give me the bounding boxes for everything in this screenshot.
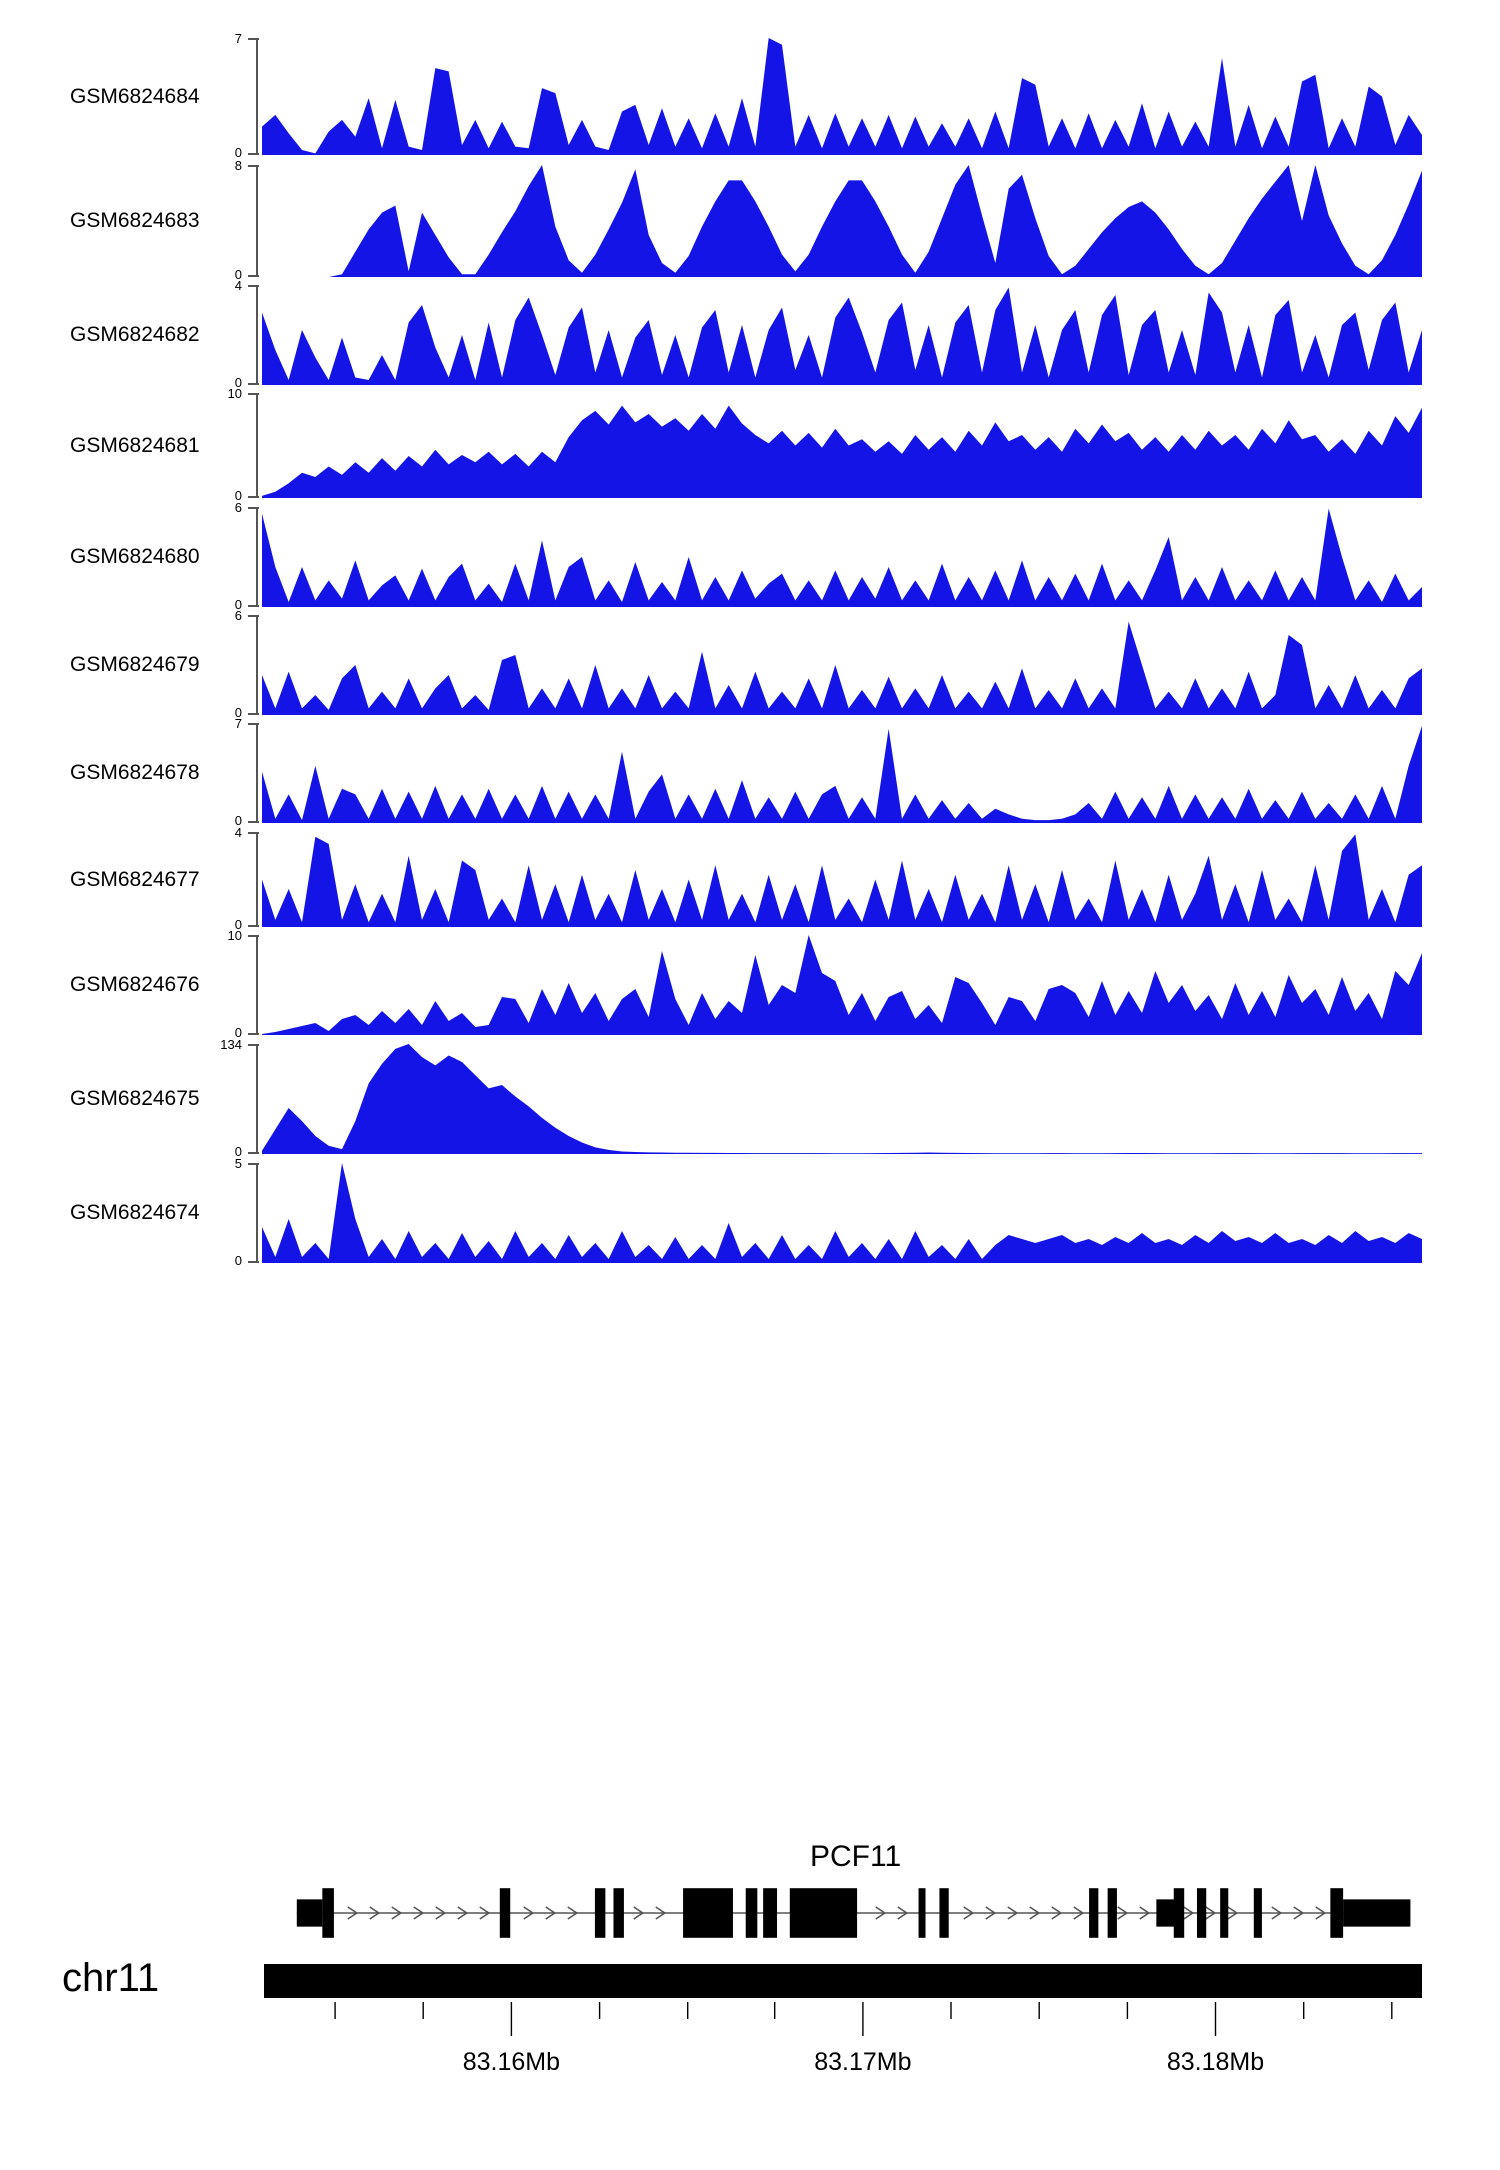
y-axis-top-tick: [248, 935, 259, 937]
coordinate-tick-label: 83.17Mb: [814, 2048, 912, 2076]
y-axis-max-label: 6: [234, 500, 242, 515]
y-axis-top-tick: [248, 832, 259, 834]
coverage-track: GSM6824675 134 0: [0, 1038, 1500, 1158]
y-axis-min-label: 0: [234, 488, 242, 503]
coverage-track: GSM6824676 10 0: [0, 929, 1500, 1039]
coverage-area-plot: [262, 285, 1422, 385]
coverage-area-plot: [262, 723, 1422, 823]
track-sample-label: GSM6824680: [70, 545, 200, 568]
y-axis-bottom-tick: [248, 1033, 259, 1035]
y-axis-top-tick: [248, 38, 259, 40]
y-axis-bottom-tick: [248, 383, 259, 385]
track-y-axis-line: [256, 165, 258, 277]
y-axis-bottom-tick: [248, 496, 259, 498]
gene-model-diagram: [262, 1882, 1422, 1944]
y-axis-max-label: 10: [227, 928, 242, 943]
y-axis-top-tick: [248, 507, 259, 509]
y-axis-min-label: 0: [234, 705, 242, 720]
y-axis-top-tick: [248, 393, 259, 395]
coverage-area-plot: [262, 38, 1422, 155]
coverage-area-plot: [262, 165, 1422, 277]
coverage-track: GSM6824674 5 0: [0, 1157, 1500, 1267]
y-axis-min-label: 0: [234, 145, 242, 160]
y-axis-min-label: 0: [234, 375, 242, 390]
y-axis-max-label: 134: [220, 1037, 242, 1052]
y-axis-max-label: 8: [234, 158, 242, 173]
y-axis-bottom-tick: [248, 821, 259, 823]
chromosome-bar: [264, 1964, 1422, 1998]
genomic-coordinate-axis: 83.16Mb 83.17Mb 83.18Mb: [262, 2002, 1422, 2122]
y-axis-bottom-tick: [248, 713, 259, 715]
y-axis-bottom-tick: [248, 1152, 259, 1154]
coverage-track: GSM6824683 8 0: [0, 159, 1500, 281]
y-axis-top-tick: [248, 165, 259, 167]
coverage-area-plot: [262, 1044, 1422, 1154]
y-axis-max-label: 4: [234, 278, 242, 293]
y-axis-max-label: 5: [234, 1156, 242, 1171]
y-axis-min-label: 0: [234, 917, 242, 932]
coverage-track: GSM6824681 10 0: [0, 387, 1500, 502]
coverage-area-plot: [262, 935, 1422, 1035]
track-sample-label: GSM6824676: [70, 973, 200, 996]
chromosome-ideogram-track: chr11: [0, 1956, 1500, 2020]
gene-model-track: PCF11: [0, 1840, 1500, 1950]
coverage-track: GSM6824679 6 0: [0, 609, 1500, 719]
track-y-axis-line: [256, 1163, 258, 1263]
y-axis-bottom-tick: [248, 1261, 259, 1263]
track-y-axis-line: [256, 285, 258, 385]
track-y-axis-line: [256, 935, 258, 1035]
y-axis-top-tick: [248, 1163, 259, 1165]
y-axis-min-label: 0: [234, 1144, 242, 1159]
track-y-axis-line: [256, 615, 258, 715]
y-axis-min-label: 0: [234, 267, 242, 282]
track-y-axis-line: [256, 507, 258, 607]
y-axis-max-label: 6: [234, 608, 242, 623]
y-axis-max-label: 7: [234, 716, 242, 731]
gene-name-label: PCF11: [810, 1840, 902, 1873]
track-sample-label: GSM6824675: [70, 1087, 200, 1110]
y-axis-top-tick: [248, 1044, 259, 1046]
y-axis-max-label: 7: [234, 31, 242, 46]
y-axis-min-label: 0: [234, 1025, 242, 1040]
y-axis-bottom-tick: [248, 605, 259, 607]
y-axis-bottom-tick: [248, 275, 259, 277]
track-y-axis-line: [256, 38, 258, 155]
coverage-track: GSM6824677 4 0: [0, 826, 1500, 931]
y-axis-min-label: 0: [234, 597, 242, 612]
coverage-area-plot: [262, 393, 1422, 498]
coverage-track: GSM6824684 7 0: [0, 32, 1500, 159]
y-axis-top-tick: [248, 615, 259, 617]
coverage-area-plot: [262, 832, 1422, 927]
track-y-axis-line: [256, 832, 258, 927]
track-sample-label: GSM6824678: [70, 761, 200, 784]
chromosome-label: chr11: [62, 1956, 160, 2000]
coverage-track: GSM6824678 7 0: [0, 717, 1500, 827]
track-sample-label: GSM6824681: [70, 433, 200, 457]
track-sample-label: GSM6824674: [70, 1201, 200, 1224]
coordinate-tick-label: 83.16Mb: [462, 2048, 561, 2076]
y-axis-bottom-tick: [248, 925, 259, 927]
y-axis-bottom-tick: [248, 153, 259, 155]
coverage-track: GSM6824682 4 0: [0, 279, 1500, 389]
track-y-axis-line: [256, 393, 258, 498]
track-sample-label: GSM6824684: [70, 84, 200, 108]
track-y-axis-line: [256, 723, 258, 823]
y-axis-top-tick: [248, 723, 259, 725]
coverage-track: GSM6824680 6 0: [0, 501, 1500, 611]
y-axis-max-label: 4: [234, 825, 242, 840]
track-sample-label: GSM6824679: [70, 653, 200, 676]
track-y-axis-line: [256, 1044, 258, 1154]
coverage-area-plot: [262, 615, 1422, 715]
y-axis-min-label: 0: [234, 1253, 242, 1268]
track-sample-label: GSM6824682: [70, 323, 200, 346]
track-sample-label: GSM6824683: [70, 209, 200, 232]
coverage-area-plot: [262, 1163, 1422, 1263]
y-axis-top-tick: [248, 285, 259, 287]
y-axis-min-label: 0: [234, 813, 242, 828]
coverage-area-plot: [262, 507, 1422, 607]
track-sample-label: GSM6824677: [70, 867, 200, 891]
coordinate-tick-label: 83.18Mb: [1166, 2048, 1265, 2076]
y-axis-max-label: 10: [227, 386, 242, 401]
